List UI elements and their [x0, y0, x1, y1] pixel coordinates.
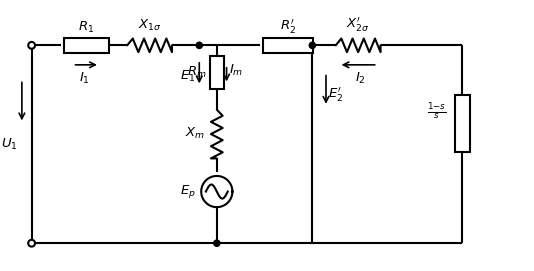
- Text: $R_m$: $R_m$: [186, 65, 206, 80]
- Circle shape: [196, 42, 202, 49]
- Text: $I_m$: $I_m$: [230, 63, 244, 78]
- Text: $X_m$: $X_m$: [185, 125, 205, 141]
- Circle shape: [28, 42, 35, 49]
- Circle shape: [214, 240, 220, 246]
- Text: $X_{2\sigma}'$: $X_{2\sigma}'$: [347, 15, 370, 33]
- Bar: [454, 95, 470, 151]
- Bar: [263, 38, 313, 53]
- Text: $I_1$: $I_1$: [79, 71, 90, 86]
- Text: $E_1$: $E_1$: [180, 69, 195, 84]
- Circle shape: [309, 42, 316, 49]
- Text: $\frac{1\mathrm{-}s}{s}$: $\frac{1\mathrm{-}s}{s}$: [427, 101, 447, 122]
- Text: $I_2$: $I_2$: [355, 71, 366, 86]
- Text: $U_1$: $U_1$: [1, 137, 18, 152]
- Bar: [209, 56, 224, 89]
- Text: $R_2'$: $R_2'$: [280, 17, 296, 35]
- Bar: [64, 38, 108, 53]
- Text: $X_{1\sigma}$: $X_{1\sigma}$: [138, 18, 161, 33]
- Circle shape: [28, 240, 35, 247]
- Text: $R_1$: $R_1$: [78, 20, 95, 35]
- Text: $E_p$: $E_p$: [179, 183, 195, 200]
- Text: $R_2'$: $R_2'$: [454, 114, 470, 132]
- Text: $E_2'$: $E_2'$: [328, 85, 343, 103]
